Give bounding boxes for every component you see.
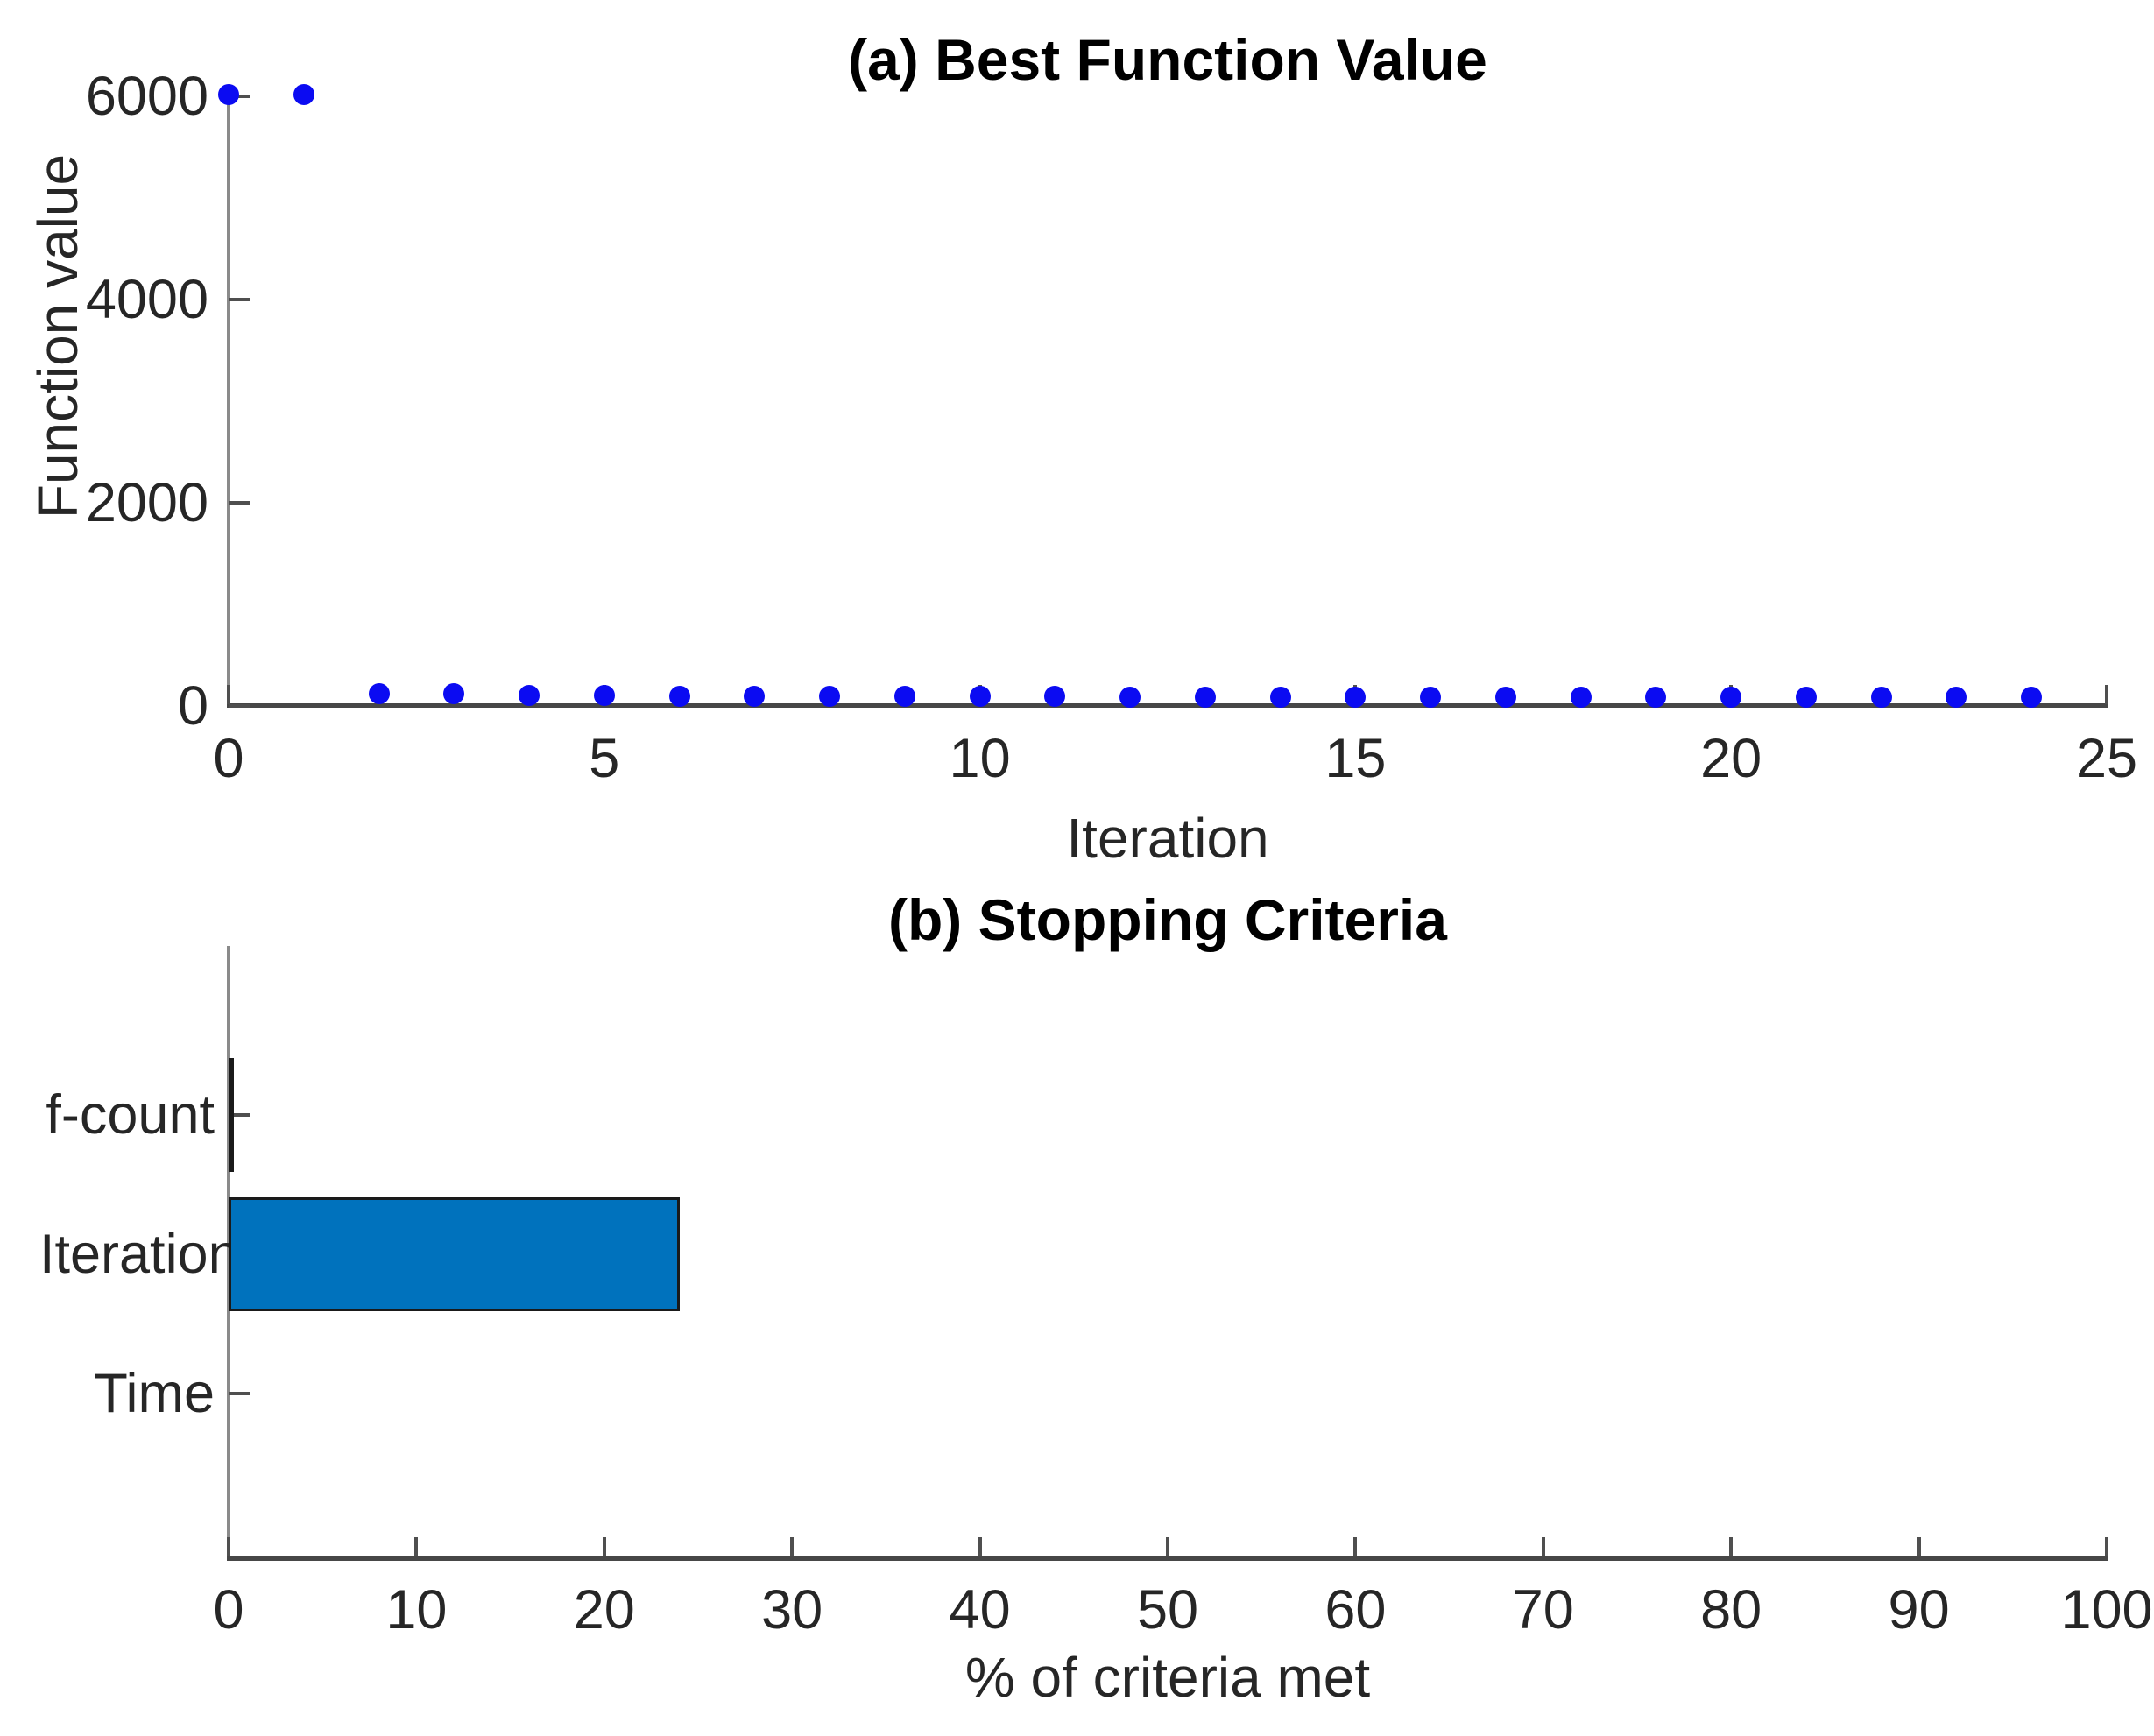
chart-a-plot-area: 0 5 10 15 20 25 0 2000 4000 6000 bbox=[86, 66, 2137, 789]
x-tick bbox=[2105, 1537, 2108, 1556]
data-point bbox=[668, 685, 690, 707]
y-tick-label: 4000 bbox=[85, 269, 208, 330]
x-tick-label: 25 bbox=[2075, 728, 2138, 789]
data-point bbox=[1946, 687, 1967, 709]
category-label: f-count bbox=[46, 1084, 215, 1146]
x-tick-label: 60 bbox=[1324, 1579, 1387, 1641]
data-point bbox=[1420, 686, 1442, 708]
data-point bbox=[1269, 686, 1291, 708]
x-tick bbox=[978, 1537, 982, 1556]
y-tick-label: 6000 bbox=[85, 66, 208, 127]
x-axis-line bbox=[227, 1556, 2108, 1561]
data-point bbox=[519, 685, 540, 707]
category-label: Time bbox=[94, 1363, 215, 1424]
y-tick bbox=[229, 1392, 250, 1395]
data-point bbox=[593, 685, 615, 707]
x-tick-label: 100 bbox=[2060, 1579, 2153, 1641]
x-tick bbox=[1729, 1537, 1734, 1556]
chart-b-plot-area: 0 10 20 30 40 50 60 70 80 90 100 f-count Iteration Ti… bbox=[39, 946, 2153, 1641]
data-point bbox=[1494, 686, 1516, 708]
chart-a-title: (a) Best Function Value bbox=[848, 27, 1487, 92]
y-tick bbox=[229, 298, 250, 301]
y-tick bbox=[229, 95, 250, 98]
x-tick-label: 50 bbox=[1136, 1579, 1199, 1641]
data-point bbox=[1870, 687, 1892, 709]
data-point bbox=[368, 683, 390, 705]
x-tick-label: 0 bbox=[213, 1579, 244, 1641]
x-tick-label: 10 bbox=[949, 728, 1011, 789]
x-tick bbox=[790, 1537, 795, 1556]
bar-f-count bbox=[229, 1058, 235, 1172]
x-tick-label: 15 bbox=[1324, 728, 1387, 789]
y-tick bbox=[229, 1113, 250, 1117]
data-point bbox=[1194, 686, 1216, 708]
y-tick-label: 2000 bbox=[85, 472, 208, 533]
y-tick bbox=[229, 501, 250, 505]
x-tick-label: 90 bbox=[1888, 1579, 1950, 1641]
x-tick bbox=[227, 685, 230, 704]
x-tick-label: 20 bbox=[573, 1579, 635, 1641]
data-point bbox=[443, 683, 465, 705]
x-tick bbox=[2105, 685, 2108, 704]
x-tick bbox=[1541, 1537, 1545, 1556]
data-point bbox=[1720, 686, 1742, 708]
x-tick-label: 70 bbox=[1512, 1579, 1574, 1641]
x-tick bbox=[1917, 1537, 1921, 1556]
bar-iteration bbox=[229, 1197, 680, 1311]
data-point bbox=[969, 686, 991, 708]
chart-b-title: (b) Stopping Criteria bbox=[888, 887, 1447, 952]
data-point bbox=[1570, 686, 1592, 708]
chart-b-x-axis-label: % of criteria met bbox=[964, 1646, 1371, 1709]
x-axis-line bbox=[227, 703, 2108, 708]
data-point bbox=[2021, 687, 2043, 709]
x-tick-label: 0 bbox=[213, 728, 244, 789]
x-tick bbox=[602, 1537, 606, 1556]
x-tick-label: 40 bbox=[949, 1579, 1011, 1641]
x-tick bbox=[1166, 1537, 1169, 1556]
data-point bbox=[1645, 686, 1667, 708]
data-point bbox=[218, 83, 239, 105]
data-point bbox=[1345, 686, 1367, 708]
x-tick-label: 5 bbox=[589, 728, 620, 789]
x-tick-label: 20 bbox=[1700, 728, 1762, 789]
data-point bbox=[893, 686, 915, 708]
y-axis-line bbox=[227, 91, 230, 706]
data-point bbox=[744, 685, 766, 707]
x-tick-label: 10 bbox=[385, 1579, 448, 1641]
y-tick bbox=[229, 704, 250, 708]
x-tick bbox=[227, 1537, 230, 1556]
x-tick-label: 80 bbox=[1700, 1579, 1762, 1641]
x-tick-label: 30 bbox=[761, 1579, 823, 1641]
data-point bbox=[293, 83, 314, 105]
data-point bbox=[819, 685, 841, 707]
chart-a-x-axis-label: Iteration bbox=[1066, 807, 1269, 870]
data-point bbox=[1795, 687, 1817, 709]
x-tick bbox=[414, 1537, 419, 1556]
y-tick-label: 0 bbox=[177, 675, 208, 737]
x-tick bbox=[1353, 1537, 1358, 1556]
data-point bbox=[1119, 686, 1141, 708]
category-label: Iteration bbox=[39, 1224, 239, 1285]
data-point bbox=[1044, 686, 1066, 708]
